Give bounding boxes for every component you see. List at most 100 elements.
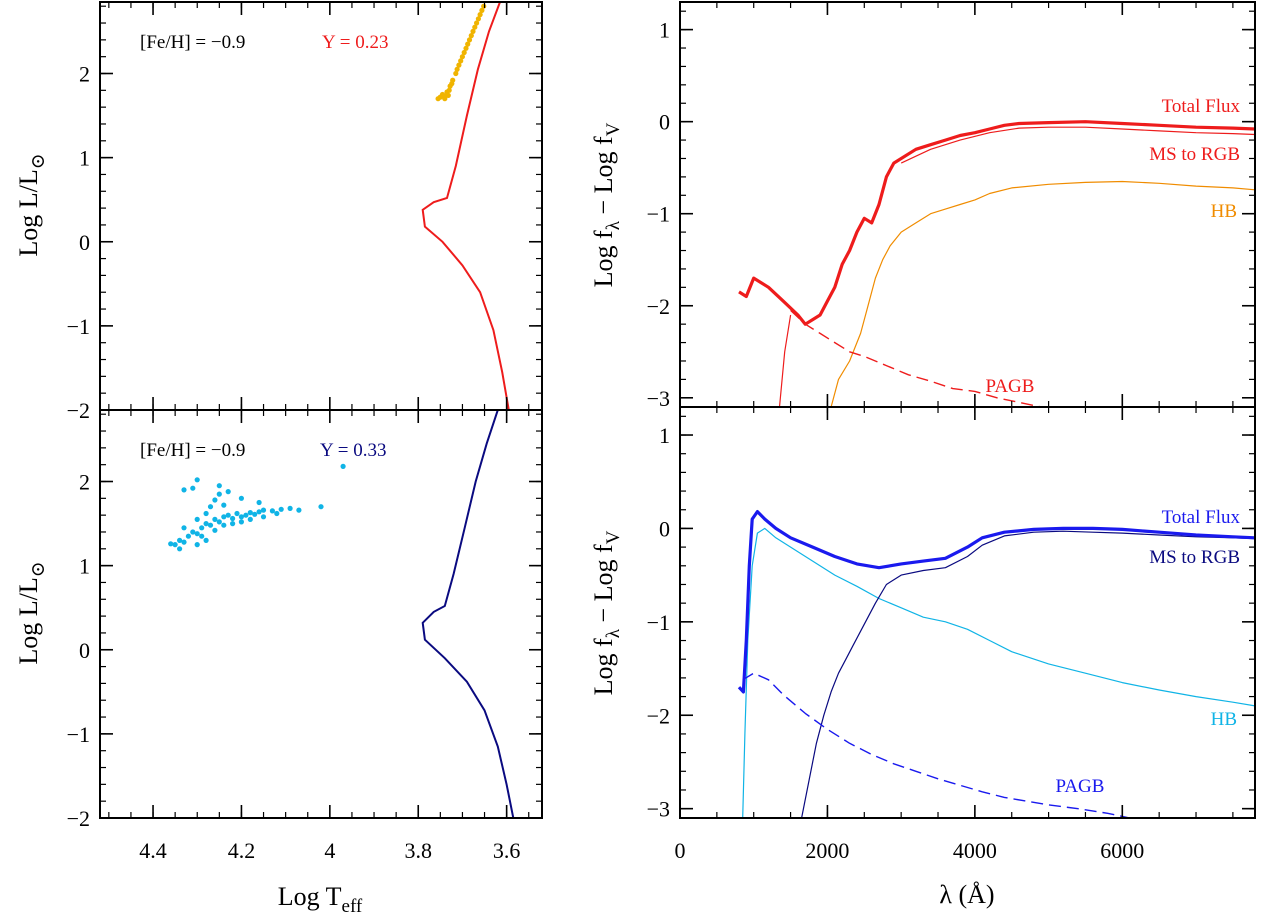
hb-point xyxy=(199,525,205,531)
annotation-y: Y = 0.33 xyxy=(320,440,386,461)
hb-point xyxy=(194,516,200,523)
hb-point xyxy=(207,504,214,510)
hb-point xyxy=(247,516,253,523)
y-axis-label-lum-bottom: Log L/L⊙ xyxy=(14,561,49,664)
hb-point xyxy=(454,66,460,72)
annotation-y: Y = 0.23 xyxy=(322,32,388,53)
label-ms-to-rgb: MS to RGB xyxy=(1149,144,1240,165)
hb-point xyxy=(269,508,275,514)
hb-point xyxy=(256,499,262,506)
plot-frame xyxy=(679,1,1256,408)
sed-series-line xyxy=(790,309,1042,407)
y-tick-label: 0 xyxy=(79,638,90,663)
hb-point xyxy=(177,537,183,544)
y-tick-label: 1 xyxy=(659,423,670,448)
sed-series-line xyxy=(801,530,1255,818)
hb-point xyxy=(456,62,462,68)
hb-point xyxy=(190,485,196,491)
x-tick-label: 4.2 xyxy=(228,838,256,863)
y-tick-label: −2 xyxy=(647,703,670,728)
hb-point xyxy=(203,510,209,517)
hb-point xyxy=(477,12,483,18)
hb-point xyxy=(463,45,469,51)
hb-point xyxy=(260,507,267,513)
hb-point xyxy=(479,7,485,13)
hb-point xyxy=(185,533,191,539)
plot-frame xyxy=(99,409,543,819)
annotation-feh: [Fe/H] = −0.9 xyxy=(140,32,245,53)
x-tick-label: 4.4 xyxy=(139,838,167,863)
hb-point xyxy=(199,533,205,539)
y-tick-label: 1 xyxy=(659,18,670,43)
hb-point xyxy=(207,522,214,528)
hb-point xyxy=(177,546,183,552)
x-tick-label: 4000 xyxy=(953,838,997,863)
label-pagb: PAGB xyxy=(1056,776,1105,797)
sed-series-line xyxy=(738,120,1255,326)
hb-point xyxy=(225,512,231,518)
sed-series-line xyxy=(778,314,792,407)
y-tick-label: 2 xyxy=(79,62,90,87)
y-tick-label: −2 xyxy=(647,294,670,319)
label-hb: HB xyxy=(1211,201,1237,222)
y-tick-label: −2 xyxy=(67,806,90,831)
hb-point xyxy=(190,529,196,535)
hb-point xyxy=(247,509,253,516)
y-tick-label: −1 xyxy=(647,610,670,635)
hb-point xyxy=(459,54,465,60)
sed-series-line xyxy=(737,510,1255,694)
y-tick-label: 1 xyxy=(79,554,90,579)
hb-point xyxy=(212,527,218,533)
sed-top: 1 0 −1 −2 −3 Total Flux MS to RGB HB PAGB xyxy=(647,1,1256,411)
hb-point xyxy=(287,505,293,511)
y-tick-label: 2 xyxy=(79,470,90,495)
hb-point xyxy=(194,477,200,483)
y-tick-label: 0 xyxy=(659,110,670,135)
hb-point xyxy=(461,49,467,56)
hb-point xyxy=(474,20,480,26)
hb-point xyxy=(318,504,324,510)
label-total-flux: Total Flux xyxy=(1162,507,1241,528)
hb-point xyxy=(234,510,240,517)
label-ms-to-rgb: MS to RGB xyxy=(1149,547,1240,568)
y-tick-label: −1 xyxy=(67,314,90,339)
y-tick-label: −2 xyxy=(67,398,90,423)
isochrone-line xyxy=(421,2,510,410)
y-tick-label: −1 xyxy=(67,722,90,747)
label-hb: HB xyxy=(1211,709,1237,730)
hb-points xyxy=(435,3,487,102)
hb-point xyxy=(181,525,187,531)
hb-point xyxy=(453,70,459,77)
hb-point xyxy=(465,41,471,47)
hb-points xyxy=(168,463,346,552)
sed-series-line xyxy=(830,180,1255,407)
hb-point xyxy=(216,483,222,489)
hb-point xyxy=(278,506,284,512)
hb-point xyxy=(221,502,227,508)
y-tick-label: 1 xyxy=(79,146,90,171)
hb-point xyxy=(468,33,474,39)
x-tick-label: 2000 xyxy=(805,838,849,863)
hb-point xyxy=(230,521,236,527)
plot-frame xyxy=(679,406,1256,819)
label-total-flux: Total Flux xyxy=(1162,96,1241,117)
x-tick-label: 0 xyxy=(675,838,686,863)
hb-point xyxy=(445,92,451,98)
y-axis-label-flux-bottom: Log fλ − Log fV xyxy=(589,530,624,695)
hb-point xyxy=(203,521,209,527)
plot-frame xyxy=(99,1,543,411)
hb-point xyxy=(274,510,280,517)
hb-point xyxy=(470,28,476,34)
hr-diagram-bottom: 2 1 0 −1 −2 4.4 4.2 4 3.8 3.6 [Fe/H] = −0.9 Y = 0… xyxy=(67,409,543,863)
x-tick-label: 4 xyxy=(324,838,335,863)
hb-point xyxy=(238,514,244,520)
sed-series-line xyxy=(742,672,1130,818)
hb-point xyxy=(221,522,227,528)
sed-bottom: 10−1−2−30 2000 4000 6000 Total Flux MS to R… xyxy=(647,406,1256,863)
label-pagb: PAGB xyxy=(986,376,1035,397)
hb-point xyxy=(216,491,222,497)
isochrone-line xyxy=(421,410,515,818)
y-tick-label: 0 xyxy=(659,516,670,541)
y-tick-label: 0 xyxy=(79,230,90,255)
